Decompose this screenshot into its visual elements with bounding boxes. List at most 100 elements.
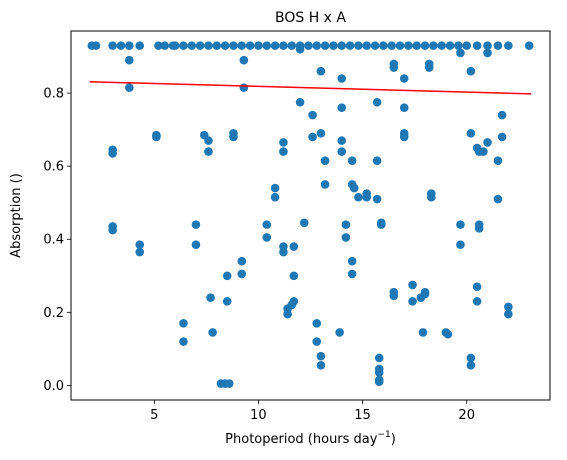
- data-point: [347, 269, 357, 279]
- data-point: [466, 66, 476, 76]
- x-axis-label-superscript: −1: [377, 430, 390, 440]
- data-point: [337, 41, 347, 50]
- data-point: [316, 128, 326, 138]
- chart-title: BOS H x A: [275, 10, 346, 26]
- data-point: [287, 41, 297, 50]
- data-point: [222, 297, 232, 306]
- x-tick-label: 5: [150, 408, 158, 423]
- data-point: [125, 55, 134, 65]
- y-tick-label: 0.6: [43, 160, 64, 175]
- data-point: [424, 63, 434, 72]
- data-point: [295, 44, 305, 54]
- data-point: [239, 83, 249, 92]
- data-point: [329, 41, 338, 50]
- data-point: [160, 41, 170, 50]
- axes: 5 10 15 20 0.0 0.2 0.4 0.6 0.8: [43, 87, 475, 423]
- data-point: [466, 353, 476, 363]
- data-point: [316, 351, 326, 361]
- data-point: [262, 41, 272, 50]
- data-point: [287, 300, 297, 310]
- x-tick-label: 20: [458, 408, 475, 423]
- data-point: [374, 353, 384, 363]
- data-point: [191, 220, 201, 229]
- data-point: [229, 41, 238, 50]
- data-point: [187, 41, 197, 50]
- y-tick-label: 0.4: [43, 233, 64, 248]
- data-point: [237, 256, 247, 266]
- x-axis-label-main: Photoperiod (hours day: [225, 432, 378, 447]
- data-point: [418, 328, 428, 337]
- data-point: [456, 48, 465, 58]
- data-point: [374, 368, 384, 377]
- data-point: [108, 41, 117, 50]
- data-point: [191, 240, 201, 250]
- data-point: [389, 63, 399, 72]
- data-point: [270, 41, 280, 50]
- data-point: [239, 55, 249, 65]
- data-point: [220, 41, 230, 50]
- data-point: [125, 41, 134, 50]
- data-point: [304, 41, 313, 50]
- data-point: [262, 220, 272, 229]
- data-point: [370, 41, 380, 50]
- data-point: [299, 218, 309, 228]
- data-point: [212, 41, 222, 50]
- data-point: [372, 97, 382, 107]
- data-point: [135, 240, 145, 250]
- x-tick-label: 10: [250, 408, 267, 423]
- data-point: [412, 41, 422, 50]
- trend-line: [89, 81, 532, 95]
- data-point: [204, 136, 213, 145]
- data-point: [270, 183, 280, 193]
- data-point: [289, 242, 299, 251]
- data-point: [443, 329, 453, 339]
- data-point: [154, 41, 163, 50]
- data-point: [362, 192, 372, 202]
- data-point: [179, 337, 188, 346]
- data-point: [295, 97, 305, 107]
- data-point: [116, 41, 126, 50]
- data-point: [279, 247, 288, 257]
- data-point: [349, 183, 359, 193]
- data-point: [504, 309, 513, 319]
- data-point: [308, 110, 317, 120]
- x-axis-label: Photoperiod (hours day−1): [225, 430, 396, 447]
- data-point: [387, 41, 397, 50]
- data-point: [504, 302, 513, 312]
- data-marks: [87, 41, 534, 388]
- data-point: [337, 147, 347, 156]
- data-point: [483, 48, 492, 58]
- data-point: [389, 291, 399, 301]
- data-point: [312, 41, 322, 50]
- plot-area: [70, 30, 551, 401]
- data-point: [335, 328, 344, 337]
- data-point: [283, 309, 292, 319]
- data-point: [345, 41, 355, 50]
- y-tick-label: 0.0: [43, 379, 64, 394]
- data-point: [229, 132, 238, 142]
- data-point: [504, 41, 513, 50]
- data-point: [354, 192, 363, 202]
- data-point: [179, 318, 188, 328]
- y-axis-label: Absorption (): [9, 173, 24, 258]
- data-point: [483, 41, 492, 50]
- data-point: [279, 41, 288, 50]
- x-axis-label-end: ): [391, 432, 396, 447]
- data-point: [208, 328, 217, 337]
- data-point: [237, 41, 247, 50]
- y-tick-label: 0.8: [43, 87, 64, 102]
- data-point: [289, 271, 299, 281]
- data-point: [347, 256, 357, 266]
- data-point: [399, 132, 409, 142]
- data-point: [279, 147, 288, 156]
- data-point: [308, 132, 317, 142]
- data-point: [420, 287, 430, 297]
- data-point: [456, 240, 465, 250]
- data-point: [262, 233, 272, 242]
- data-point: [479, 147, 488, 156]
- data-point: [395, 41, 405, 50]
- data-point: [337, 136, 347, 145]
- data-point: [222, 271, 232, 281]
- data-point: [456, 220, 465, 229]
